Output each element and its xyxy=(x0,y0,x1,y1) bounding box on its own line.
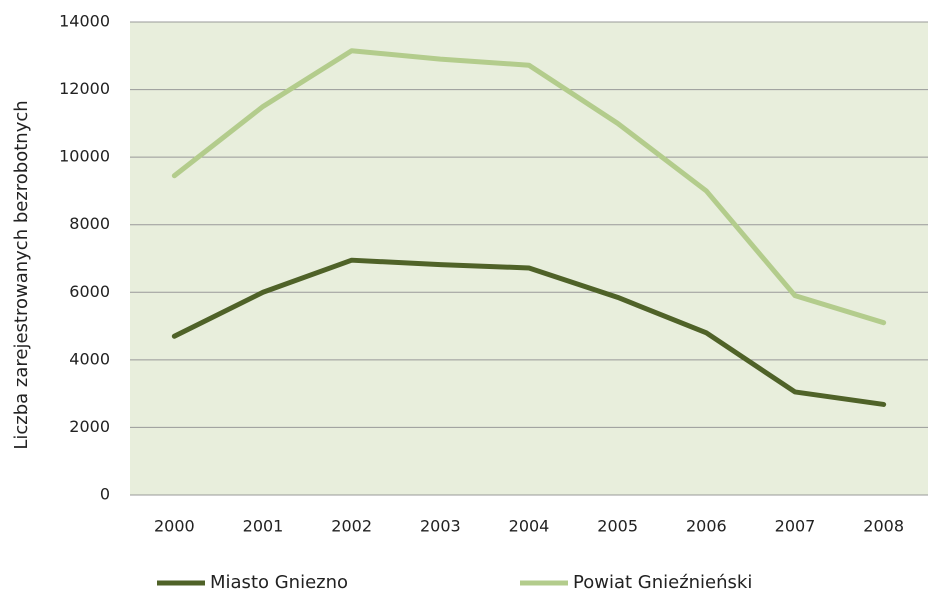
y-tick-label: 6000 xyxy=(69,282,110,301)
legend-label: Miasto Gniezno xyxy=(210,572,348,593)
x-tick-label: 2002 xyxy=(331,517,372,536)
plot-area xyxy=(130,22,928,495)
legend-label: Powiat Gnieźnieński xyxy=(573,572,752,593)
x-tick-label: 2006 xyxy=(686,517,727,536)
x-tick-label: 2004 xyxy=(509,517,550,536)
x-tick-label: 2008 xyxy=(863,517,904,536)
y-tick-label: 8000 xyxy=(69,214,110,233)
y-axis-label: Liczba zarejestrowanych bezrobotnych xyxy=(11,100,32,449)
y-tick-label: 0 xyxy=(100,485,110,504)
y-tick-label: 14000 xyxy=(59,12,110,31)
x-tick-label: 2001 xyxy=(243,517,284,536)
y-tick-label: 10000 xyxy=(59,147,110,166)
y-tick-label: 2000 xyxy=(69,417,110,436)
x-tick-label: 2003 xyxy=(420,517,461,536)
series-line xyxy=(171,48,887,326)
x-tick-label: 2005 xyxy=(597,517,638,536)
y-tick-label: 12000 xyxy=(59,79,110,98)
x-tick-label: 2007 xyxy=(775,517,816,536)
x-tick-label: 2000 xyxy=(154,517,195,536)
series-line xyxy=(171,257,887,407)
y-tick-label: 4000 xyxy=(69,349,110,368)
